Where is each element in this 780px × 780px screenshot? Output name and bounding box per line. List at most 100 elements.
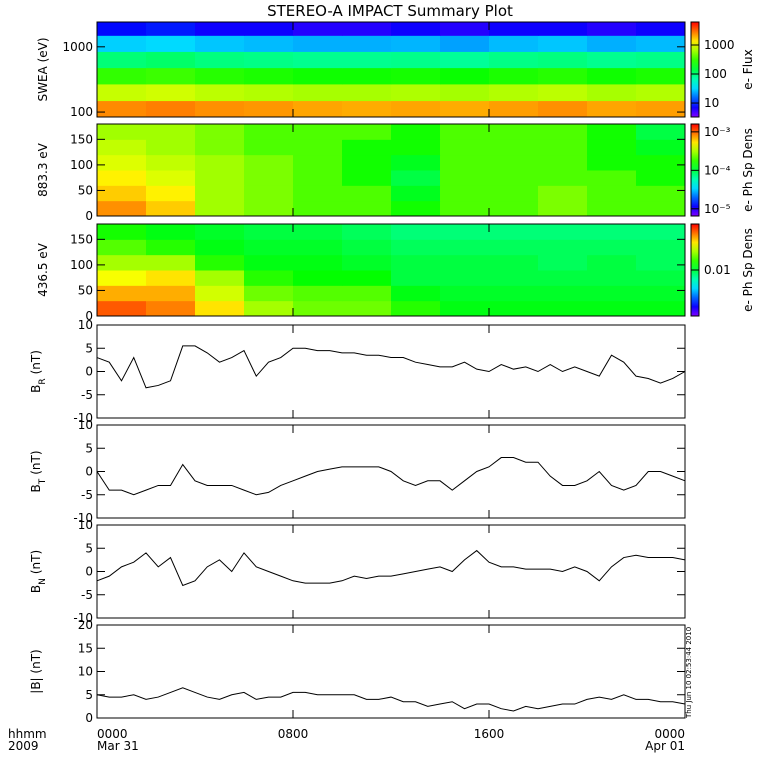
heatmap-cell [342,239,392,256]
heatmap-cell [293,200,343,217]
heatmap-cell [342,224,392,240]
heatmap-cell [489,139,539,156]
heatmap-cell [538,300,588,317]
y-axis-label: BR (nT) [29,350,48,393]
heatmap-cell [489,124,539,140]
heatmap-cell [636,170,686,186]
heatmap-cell [146,300,196,317]
heatmap-cell [587,300,637,317]
heatmap-cell [538,224,588,240]
heatmap-cell [391,285,441,302]
y-tick-label: -10 [73,411,93,425]
heatmap-cell [636,67,686,85]
heatmap-cell [440,139,490,156]
colorbar-tick-label: 10⁻⁵ [704,202,731,216]
heatmap-cell [342,100,392,118]
heatmap-cell [636,124,686,140]
heatmap-cell [195,254,245,271]
heatmap-cell [391,124,441,140]
heatmap-cell [97,185,147,202]
heatmap-cell [97,270,147,286]
heatmap-cell [146,139,196,156]
heatmap-cell [244,124,294,140]
heatmap-cell [342,51,392,69]
heatmap-cell [293,270,343,286]
heatmap-cell [146,239,196,256]
heatmap-cell [244,51,294,69]
heatmap-cell [391,154,441,171]
y-axis-label: |B| (nT) [29,649,43,693]
heatmap-cell [489,285,539,302]
heatmap-cell [391,170,441,186]
data-line [96,687,686,712]
heatmap-cell [440,224,490,240]
y-tick-label: 0 [85,309,93,323]
heatmap-cell [195,83,245,102]
colorbar-tick-label: 10⁻³ [704,125,731,139]
heatmap-cell [636,51,686,69]
y-axis-label: 436.5 eV [36,242,50,297]
heatmap-cell [97,51,147,69]
heatmap-cell [587,170,637,186]
heatmap-cell [244,22,294,36]
x-tick-label: 0000 [97,727,128,741]
y-tick-label: 1000 [62,40,93,54]
y-tick-label: 150 [70,232,93,246]
heatmap-cell [587,254,637,271]
heatmap-cell [587,185,637,202]
heatmap-cell [538,254,588,271]
y-tick-label: 150 [70,132,93,146]
y-tick-label: 5 [85,441,93,455]
heatmap-cell [391,300,441,317]
heatmap-cell [244,139,294,156]
plot-frame [96,324,686,419]
plot-frame [96,123,686,217]
y-tick-label: 5 [85,688,93,702]
heatmap-cell [489,67,539,85]
heatmap-cell [440,200,490,217]
heatmap-cell [538,154,588,171]
heatmap-cell [195,35,245,52]
heatmap-cell [293,185,343,202]
heatmap-cell [146,154,196,171]
heatmap-cell [440,100,490,118]
heatmap-cell [293,51,343,69]
heatmap-cell [244,100,294,118]
heatmap-cell [636,100,686,118]
heatmap-cell [587,270,637,286]
heatmap-cell [440,254,490,271]
heatmap-cell [195,170,245,186]
heatmap-cell [489,100,539,118]
heatmap-cell [489,200,539,217]
heatmap-cell [440,239,490,256]
heatmap-cell [342,185,392,202]
plot-frame [96,524,686,619]
heatmap-cell [97,124,147,140]
chart-title: STEREO-A IMPACT Summary Plot [267,2,513,20]
heatmap-cell [489,170,539,186]
heatmap-cell [489,83,539,102]
heatmap-cell [342,22,392,36]
y-tick-label: -5 [81,488,93,502]
heatmap-cell [146,124,196,140]
y-axis-label-main: SWEA (eV) [36,37,50,101]
heatmap-cell [587,124,637,140]
heatmap-cell [489,270,539,286]
heatmap-cell [342,170,392,186]
heatmap-cell [587,224,637,240]
heatmap-cell [636,300,686,317]
data-line [96,457,686,496]
heatmap-cell [342,254,392,271]
heatmap-cell [489,185,539,202]
heatmap-cell [440,270,490,286]
heatmap-cell [146,185,196,202]
heatmap-cell [97,100,147,118]
x-tick-label: 0800 [278,727,309,741]
heatmap-cell [636,285,686,302]
heatmap-cell [195,200,245,217]
heatmap-cell [342,300,392,317]
heatmap-cell [146,254,196,271]
heatmap-cell [97,22,147,36]
x-axis-label: hhmm [8,727,47,741]
heatmap-cell [636,139,686,156]
